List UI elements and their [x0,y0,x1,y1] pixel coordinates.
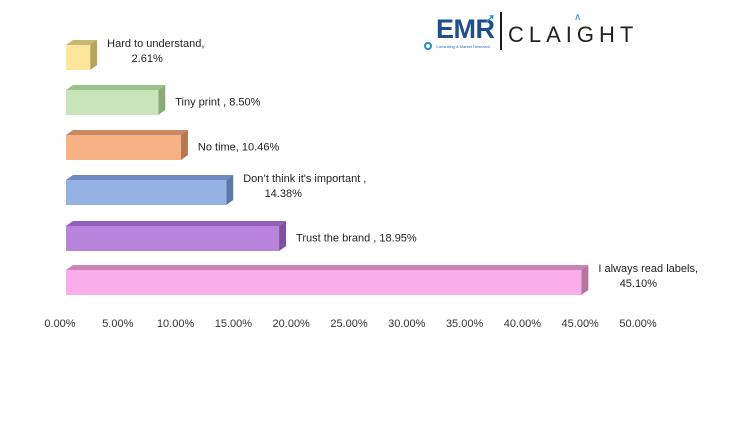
x-tick-label-9: 45.00% [562,318,600,330]
logo-divider [500,12,502,50]
x-tick-label-4: 20.00% [273,318,311,330]
x-tick-label-5: 25.00% [330,318,368,330]
bar-group-5 [66,265,589,295]
data-label-5: I always read labels, 45.10% [598,263,698,290]
x-tick-label-1: 5.00% [102,318,133,330]
data-label-3-line-1: 14.38% [265,188,303,200]
logo-ring-icon [424,42,432,50]
bar-4 [66,226,280,251]
bar-2 [66,135,181,160]
bar-top-4 [66,221,287,226]
bar-group-1 [66,85,166,115]
data-label-0-line-0: Hard to understand, [107,38,204,50]
bar-group-2 [66,130,188,160]
logo-claight: CLAIGHT [508,22,639,47]
bar-side-0 [90,40,98,70]
bar-side-1 [158,85,166,115]
brand-logo: EMR ➚ Consulting & Market Research CLAIG… [424,10,649,55]
bar-top-3 [66,175,234,180]
bar-side-3 [226,175,234,205]
data-label-2: No time, 10.46% [198,142,280,154]
x-tick-label-3: 15.00% [215,318,253,330]
data-label-3: Don’t think it's important , 14.38% [243,173,366,200]
x-tick-label-0: 0.00% [44,318,75,330]
bar-group-4 [66,221,287,251]
data-label-3-line-0: Don’t think it's important , [243,173,366,185]
x-tick-label-6: 30.00% [388,318,426,330]
bar-5 [66,270,582,295]
logo-emr-tagline: Consulting & Market Research [436,44,491,49]
data-label-4: Trust the brand , 18.95% [296,233,417,245]
bar-top-0 [66,40,98,45]
bar-group-3 [66,175,234,205]
bar-top-5 [66,265,589,270]
bar-top-2 [66,130,188,135]
logo-arrow-icon: ➚ [484,10,496,26]
x-tick-label-7: 35.00% [446,318,484,330]
logo-accent-icon: ∧ [574,12,582,23]
bar-group-0 [66,40,98,70]
x-tick-label-8: 40.00% [504,318,542,330]
data-label-5-line-1: 45.10% [620,278,658,290]
bar-side-4 [279,221,287,251]
data-label-1: Tiny print , 8.50% [175,97,260,109]
bar-1 [66,90,159,115]
data-label-5-line-0: I always read labels, [598,263,698,275]
bar-side-5 [581,265,589,295]
bar-side-2 [180,130,188,160]
x-tick-label-10: 50.00% [619,318,657,330]
bar-0 [66,45,91,70]
x-tick-label-2: 10.00% [157,318,195,330]
logo-emr: EMR [436,14,495,44]
data-label-0-line-1: 2.61% [132,53,163,65]
data-label-0: Hard to understand, 2.61% [107,38,204,65]
bar-top-1 [66,85,166,90]
bar-3 [66,180,227,205]
